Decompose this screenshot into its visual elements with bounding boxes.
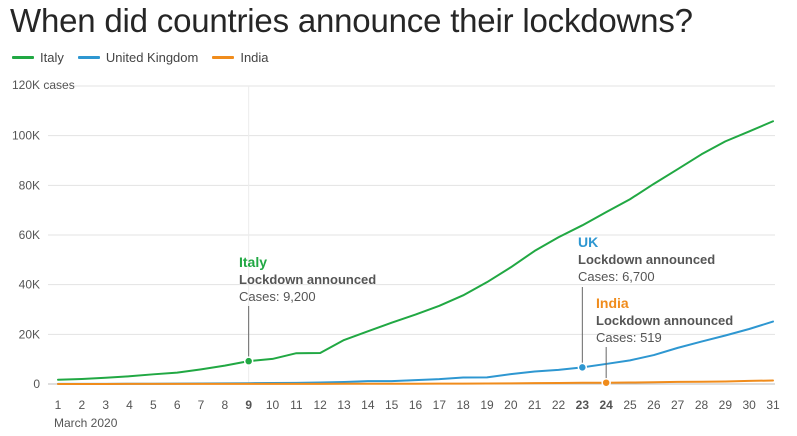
x-tick-label: 29 — [719, 398, 733, 412]
series-line-united-kingdom — [57, 320, 774, 385]
annotation-subtitle-0: Lockdown announced — [239, 272, 376, 287]
x-tick-label: 20 — [504, 398, 518, 412]
legend-label-united-kingdom: United Kingdom — [105, 50, 199, 65]
x-tick-label: 10 — [266, 398, 280, 412]
annotation-subtitle-2: Lockdown announced — [596, 313, 733, 328]
x-tick-label: 15 — [385, 398, 399, 412]
legend-swatch-united-kingdom — [77, 56, 100, 59]
x-axis-label: March 2020 — [54, 416, 118, 430]
x-tick-label: 31 — [766, 398, 780, 412]
x-tick-label: 27 — [671, 398, 685, 412]
legend: Italy United Kingdom India — [12, 50, 269, 65]
x-tick-label: 23 — [576, 398, 590, 412]
x-tick-label: 26 — [647, 398, 661, 412]
x-tick-label: 22 — [552, 398, 566, 412]
x-tick-label: 28 — [695, 398, 709, 412]
y-tick-label: 40K — [19, 278, 40, 292]
x-tick-label: 6 — [174, 398, 181, 412]
x-tick-label: 18 — [456, 398, 470, 412]
x-tick-label: 1 — [55, 398, 62, 412]
annotation-cases-0: Cases: 9,200 — [239, 289, 316, 304]
x-tick-label: 12 — [313, 398, 327, 412]
annotation-point-1 — [577, 362, 588, 373]
legend-label-india: India — [240, 50, 269, 65]
annotation-subtitle-1: Lockdown announced — [578, 252, 715, 267]
legend-label-italy: Italy — [40, 50, 64, 65]
annotation-cases-1: Cases: 6,700 — [578, 269, 655, 284]
x-tick-label: 11 — [290, 398, 303, 412]
series-line-italy — [57, 120, 774, 381]
x-tick-label: 9 — [245, 398, 252, 412]
x-tick-label: 13 — [337, 398, 351, 412]
y-tick-label: 100K — [12, 129, 40, 143]
legend-item-italy: Italy — [12, 50, 64, 65]
x-tick-label: 16 — [409, 398, 423, 412]
y-tick-label: 120K cases — [12, 78, 75, 92]
x-tick-label: 3 — [102, 398, 109, 412]
legend-swatch-italy — [12, 56, 34, 59]
x-tick-label: 5 — [150, 398, 157, 412]
x-tick-label: 8 — [221, 398, 228, 412]
annotation-title-0: Italy — [239, 254, 267, 270]
y-tick-label: 80K — [19, 178, 40, 192]
x-tick-label: 2 — [78, 398, 85, 412]
x-tick-label: 30 — [742, 398, 756, 412]
x-tick-label: 17 — [433, 398, 447, 412]
y-tick-label: 0 — [33, 377, 40, 391]
series-line-india — [57, 379, 774, 385]
legend-item-india: India — [212, 50, 269, 65]
y-tick-label: 20K — [19, 327, 40, 341]
annotation-title-2: India — [596, 295, 629, 311]
annotation-point-2 — [601, 377, 611, 388]
x-tick-label: 25 — [623, 398, 637, 412]
x-tick-label: 24 — [599, 398, 613, 412]
chart-title: When did countries announce their lockdo… — [10, 2, 693, 39]
y-tick-label: 60K — [19, 228, 40, 242]
x-tick-label: 4 — [126, 398, 133, 412]
legend-swatch-india — [212, 56, 235, 59]
annotation-point-0 — [243, 356, 254, 366]
legend-item-united-kingdom: United Kingdom — [77, 50, 199, 65]
x-tick-label: 7 — [198, 398, 205, 412]
x-tick-label: 21 — [528, 398, 542, 412]
annotation-title-1: UK — [578, 234, 598, 250]
x-tick-label: 19 — [480, 398, 494, 412]
x-tick-label: 14 — [361, 398, 375, 412]
annotation-cases-2: Cases: 519 — [596, 330, 662, 345]
